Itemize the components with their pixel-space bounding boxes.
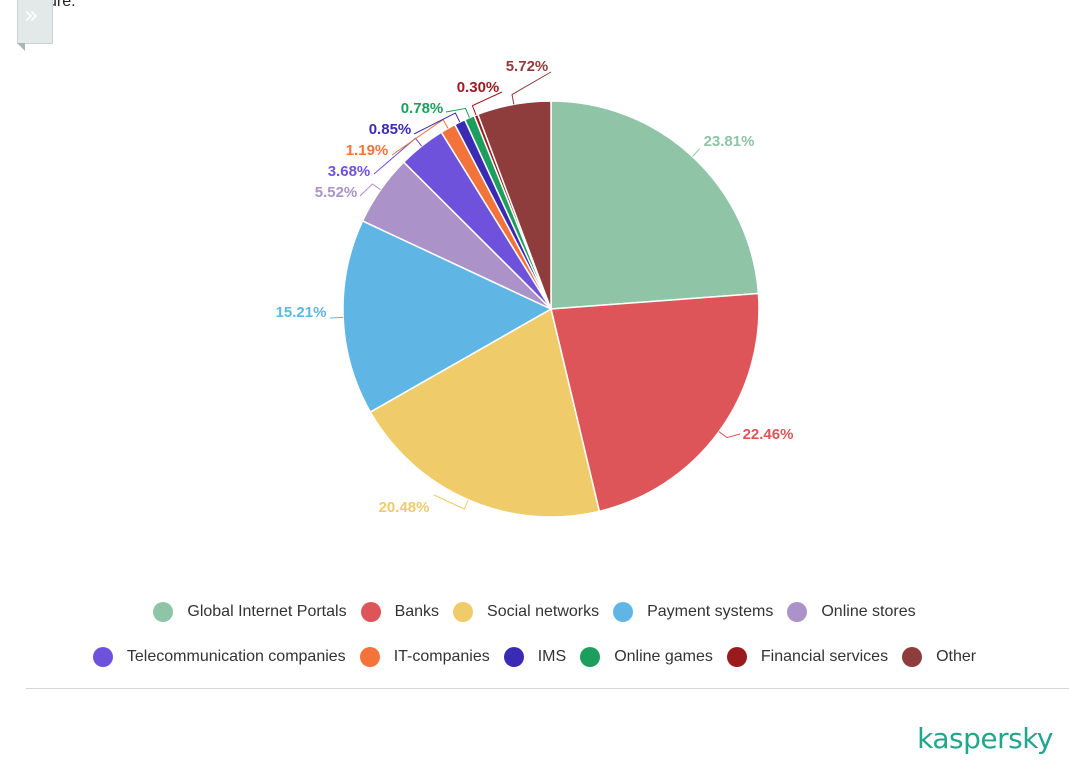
pie-slice-other <box>476 100 552 310</box>
data-label: 23.81% <box>704 133 755 150</box>
data-label: 0.30% <box>457 79 500 96</box>
legend-label: Banks <box>394 603 440 620</box>
data-label: 5.52% <box>315 184 358 201</box>
legend-item[interactable]: IT-companies <box>359 647 490 667</box>
legend-label: Social networks <box>487 603 600 620</box>
data-label: 5.72% <box>506 58 549 75</box>
legend-swatch <box>787 602 808 622</box>
divider <box>26 688 1069 689</box>
legend-item[interactable]: Global Internet Portals <box>153 602 347 622</box>
data-label: 15.21% <box>276 304 327 321</box>
legend-item[interactable]: Social networks <box>453 602 599 622</box>
leader-line <box>445 107 470 118</box>
data-label: 3.68% <box>328 163 371 180</box>
leader-line <box>718 431 741 439</box>
leader-line <box>433 494 469 510</box>
legend-label: Payment systems <box>647 603 774 620</box>
legend-item[interactable]: Other <box>902 647 976 667</box>
data-label: 20.48% <box>379 499 430 516</box>
legend-row: Telecommunication companies IT-companies I… <box>0 647 1069 667</box>
legend-swatch <box>503 647 524 667</box>
legend-item[interactable]: Payment systems <box>613 602 773 622</box>
legend-label: Online games <box>614 648 713 665</box>
data-label: 0.78% <box>401 100 444 117</box>
legend-row: Global Internet Portals Banks Social netwo… <box>0 602 1069 622</box>
legend-swatch <box>359 647 380 667</box>
legend-label: Financial services <box>760 648 889 665</box>
pie-chart: 23.81% 22.46% 20.48% 15.21% 5.52% 3.68% 1.19% 0… <box>276 58 794 518</box>
double-chevron-right-icon: » <box>24 1 39 29</box>
legend-swatch <box>153 602 174 622</box>
data-label: 1.19% <box>346 142 389 159</box>
legend-swatch <box>902 647 923 667</box>
legend-swatch <box>580 647 601 667</box>
leader-line <box>329 316 344 319</box>
kaspersky-logo: kaspersky <box>917 722 1053 755</box>
legend-item[interactable]: Banks <box>360 602 440 622</box>
leader-line <box>359 183 381 197</box>
cut-off-text: ure. <box>48 0 76 10</box>
legend-swatch <box>613 602 634 622</box>
legend-label: Online stores <box>821 603 916 620</box>
legend-label: Telecommunication companies <box>126 648 346 665</box>
leader-line <box>511 71 552 105</box>
legend-label: IT-companies <box>393 648 490 665</box>
legend-swatch <box>453 602 474 622</box>
legend-item[interactable]: IMS <box>503 647 567 667</box>
leader-line <box>413 112 461 135</box>
legend-item[interactable]: Financial services <box>726 647 889 667</box>
expand-panel-button[interactable]: » <box>17 0 53 51</box>
leader-line <box>692 148 701 157</box>
legend-label: Global Internet Portals <box>187 603 347 620</box>
legend-item[interactable]: Telecommunication companies <box>92 647 346 667</box>
legend-swatch <box>360 602 381 622</box>
pie-slice-banks <box>550 292 760 513</box>
legend-label: Other <box>936 648 977 665</box>
legend-item[interactable]: Online stores <box>787 602 916 622</box>
legend-item[interactable]: Online games <box>580 647 713 667</box>
leader-line <box>471 91 503 116</box>
legend-label: IMS <box>537 648 567 665</box>
data-label: 22.46% <box>743 426 794 443</box>
legend-swatch <box>726 647 747 667</box>
legend-swatch <box>92 647 113 667</box>
data-label: 0.85% <box>369 121 412 138</box>
tab-fold-corner <box>17 43 25 51</box>
pie-slice-social-networks <box>369 307 601 518</box>
pie-slice-payment-systems <box>342 219 553 414</box>
